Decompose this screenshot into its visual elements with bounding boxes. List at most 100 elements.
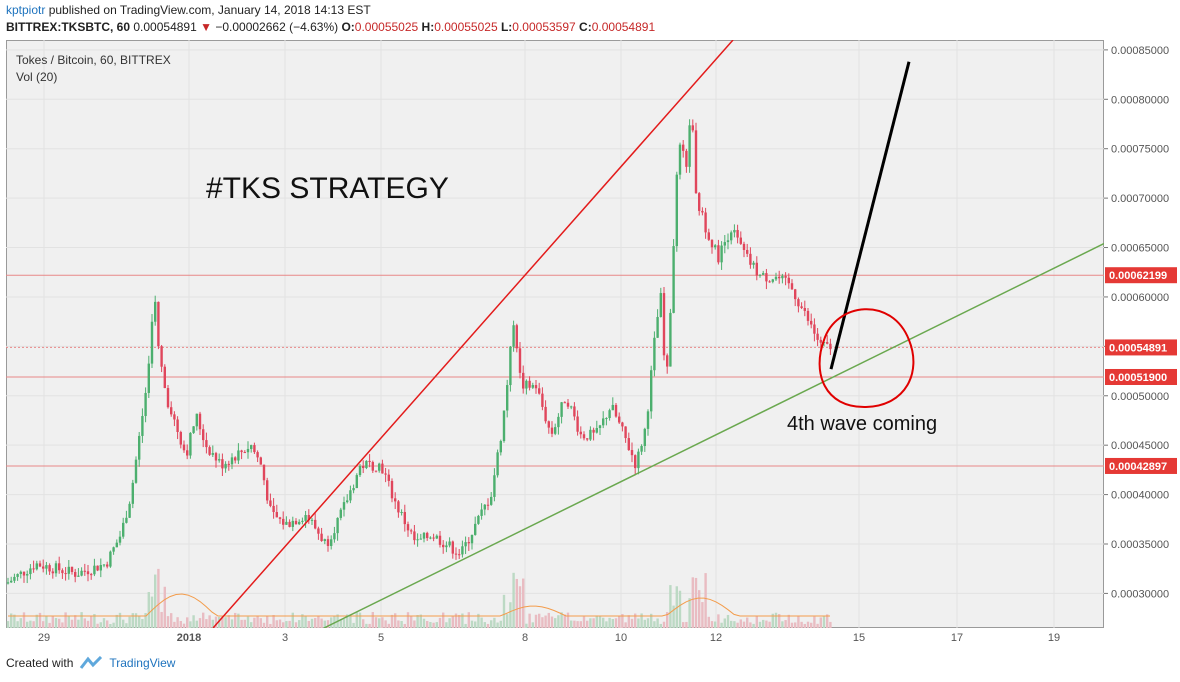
- volume-bar: [413, 620, 416, 628]
- volume-bar: [480, 617, 483, 628]
- candle-body: [10, 580, 13, 583]
- candle-body: [646, 411, 650, 429]
- candle-body: [707, 232, 710, 240]
- candle-body: [141, 416, 144, 436]
- candle-body: [608, 410, 611, 419]
- volume-bar: [784, 620, 787, 628]
- volume-bar: [22, 612, 26, 628]
- volume-bar: [349, 616, 352, 628]
- candle-body: [406, 524, 410, 531]
- candle-body: [115, 542, 118, 548]
- symbol-label: BITTREX:TKSBTC, 60: [6, 20, 131, 34]
- volume-bar: [147, 592, 150, 628]
- candle-body: [397, 501, 400, 513]
- candle-body: [547, 421, 550, 428]
- candle-body: [746, 249, 749, 254]
- chart-title: Tokes / Bitcoin, 60, BITTREX: [16, 53, 171, 67]
- y-tick-label: 0.00050000: [1111, 391, 1169, 403]
- candle-body: [38, 563, 42, 567]
- volume-bar: [499, 620, 502, 628]
- tradingview-link[interactable]: TradingView: [109, 656, 176, 670]
- volume-bar: [221, 616, 224, 628]
- candle-body: [435, 535, 438, 539]
- volume-bar: [42, 621, 45, 628]
- candle-body: [22, 571, 26, 576]
- volume-bar: [582, 616, 586, 628]
- volume-bar: [182, 623, 186, 628]
- volume-bar: [387, 623, 390, 628]
- volume-bar: [726, 614, 730, 628]
- candle-body: [250, 445, 253, 449]
- candle-body: [67, 566, 70, 574]
- candle-body: [234, 457, 237, 461]
- candle-body: [768, 281, 771, 283]
- volume-bar: [685, 621, 688, 628]
- volume-bar: [778, 614, 781, 628]
- volume-bar: [752, 623, 755, 628]
- candle-body: [714, 245, 717, 248]
- volume-bar: [368, 623, 371, 628]
- volume-bar: [483, 622, 486, 628]
- candle-body: [275, 512, 278, 518]
- candle-body: [538, 388, 541, 394]
- candle-body: [643, 428, 646, 447]
- candle-body: [195, 413, 198, 427]
- candle-body: [829, 343, 832, 350]
- volume-bar: [541, 617, 544, 628]
- candle-body: [106, 564, 109, 567]
- volume-bar: [720, 622, 723, 628]
- candle-body: [826, 342, 829, 344]
- volume-bar: [173, 621, 176, 628]
- volume-bar: [602, 617, 605, 628]
- candle-body: [256, 452, 259, 458]
- volume-bar: [451, 616, 454, 628]
- price-level-label: 0.00062199: [1109, 270, 1167, 282]
- candle-body: [74, 572, 77, 577]
- candle-body: [304, 515, 307, 521]
- volume-bar: [224, 617, 227, 628]
- volume-bar: [301, 614, 304, 628]
- candle-body: [413, 531, 416, 541]
- volume-bar: [557, 615, 560, 628]
- volume-bar: [131, 613, 134, 628]
- volume-bar: [282, 622, 285, 628]
- volume-bar: [256, 616, 259, 628]
- volume-bar: [96, 623, 99, 628]
- author-link[interactable]: kptpiotr: [6, 3, 46, 17]
- chart-area[interactable]: #TKS STRATEGY 4th wave coming 0.00085000 0.…: [6, 40, 1177, 644]
- volume-bar: [170, 613, 173, 628]
- candle-body: [787, 277, 790, 284]
- volume-bar: [723, 618, 726, 628]
- candle-body: [317, 528, 320, 534]
- volume-bar: [358, 612, 362, 628]
- volume-bar: [141, 619, 144, 628]
- annotation-title: #TKS STRATEGY: [206, 172, 449, 205]
- chart-svg[interactable]: #TKS STRATEGY 4th wave coming 0.00085000 0.…: [6, 40, 1180, 682]
- volume-bar: [419, 614, 422, 628]
- volume-bar: [490, 620, 493, 628]
- x-tick-label: 29: [38, 632, 50, 644]
- volume-bar: [650, 613, 653, 628]
- candle-body: [147, 363, 150, 393]
- candle-body: [410, 530, 413, 532]
- volume-bar: [374, 617, 378, 628]
- volume-bar: [509, 602, 512, 628]
- volume-bar: [691, 577, 694, 628]
- candle-body: [438, 535, 442, 545]
- candle-body: [240, 450, 243, 453]
- price-change: −0.00002662 (−4.63%): [215, 20, 339, 34]
- volume-bar: [634, 613, 637, 628]
- volume-bar: [51, 616, 54, 628]
- price-level-badge: [1105, 339, 1177, 356]
- volume-bar: [355, 612, 358, 628]
- volume-bar: [515, 578, 518, 628]
- volume-bar: [803, 623, 806, 628]
- candle-body: [637, 451, 640, 469]
- candle-body: [774, 276, 778, 280]
- candle-body: [499, 441, 502, 453]
- volume-bar: [755, 615, 758, 628]
- candle-body: [176, 419, 179, 433]
- created-with-label: Created with: [6, 656, 74, 670]
- volume-bar: [6, 621, 10, 628]
- volume-bar: [806, 621, 810, 628]
